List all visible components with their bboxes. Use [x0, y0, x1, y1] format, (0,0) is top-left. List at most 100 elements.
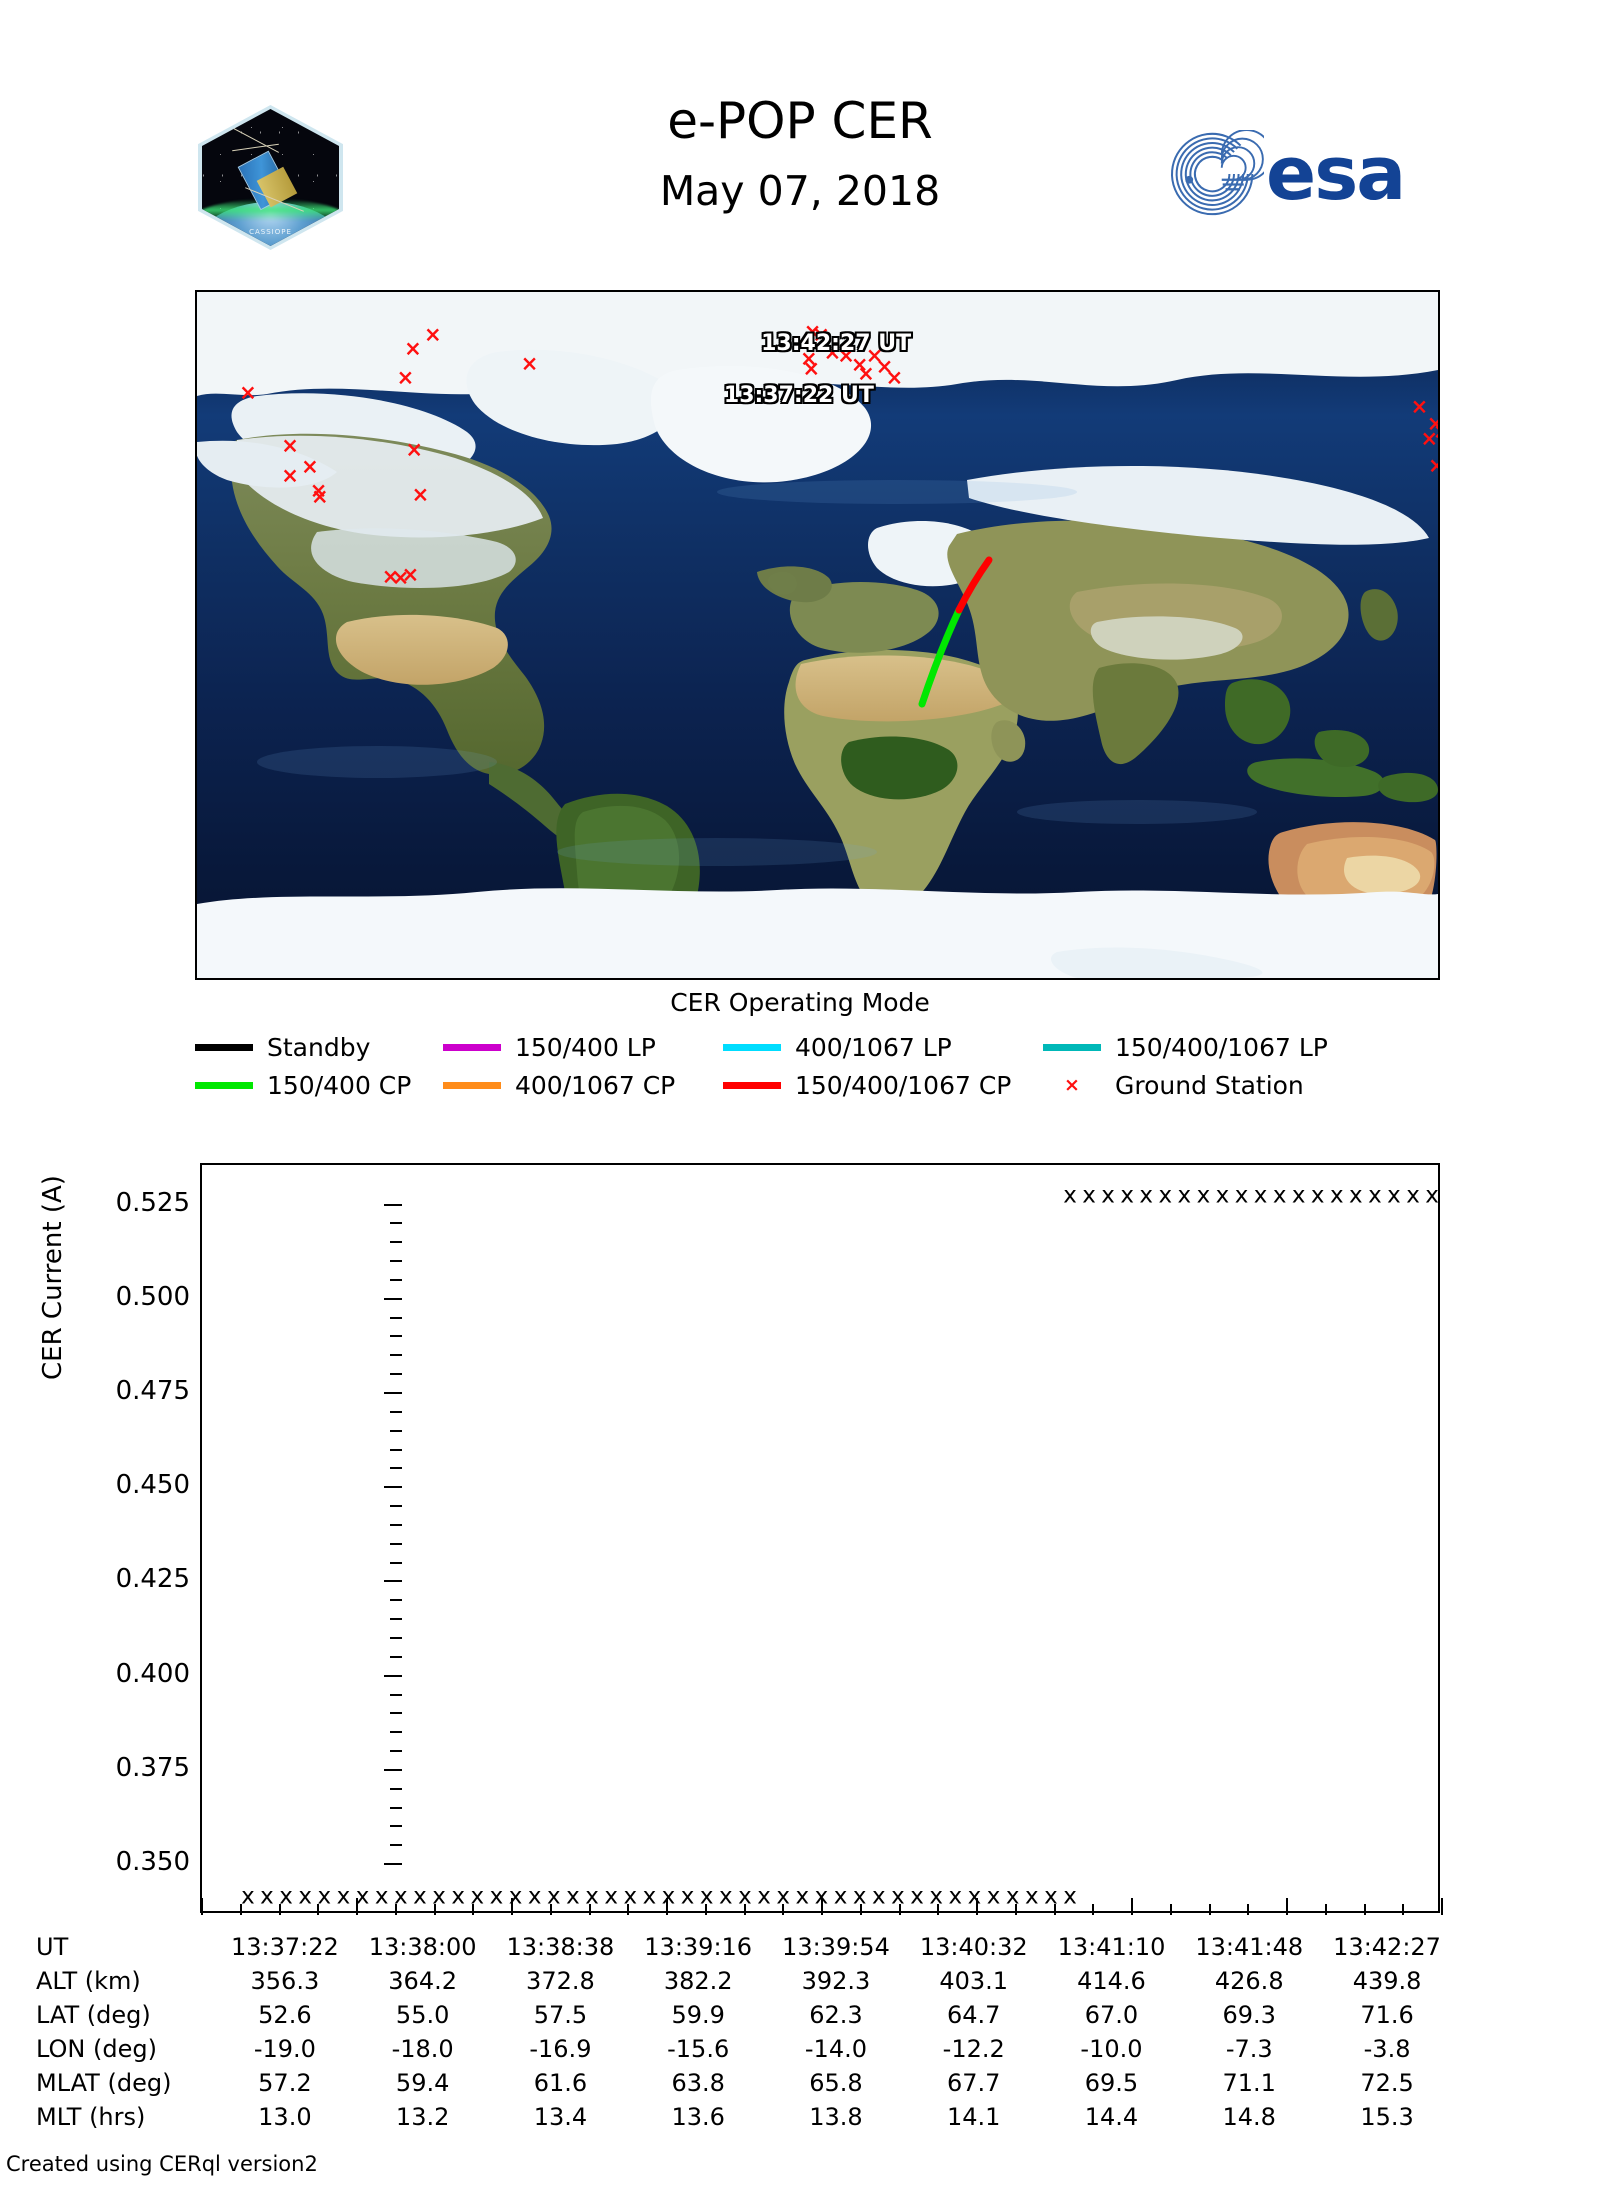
table-row-label: ALT (km) [36, 1967, 141, 1995]
legend-swatch [443, 1081, 501, 1089]
legend-label: 400/1067 LP [795, 1032, 952, 1062]
ground-station-marker: × [423, 322, 442, 347]
data-point-marker: x [776, 1883, 791, 1910]
ground-station-marker: × [396, 365, 415, 390]
y-axis-minor-tick [390, 1354, 402, 1357]
data-point-marker: x [757, 1883, 771, 1910]
legend-item-150-400-lp[interactable]: 150/400 LP [443, 1033, 723, 1062]
data-point-marker: x [699, 1883, 714, 1910]
table-cell: -18.0 [391, 2035, 454, 2063]
world-map-panel[interactable]: ×××××××××××××××××××××××××××××××××× 13:42… [195, 290, 1440, 980]
y-axis-minor-tick [390, 1844, 402, 1847]
table-cell: 52.6 [258, 2001, 312, 2029]
data-point-marker: x [967, 1883, 982, 1910]
x-axis-tick [201, 1898, 203, 1915]
y-axis-minor-tick [390, 1618, 402, 1621]
ground-station-marker: × [885, 365, 904, 390]
ground-station-marker: × [381, 564, 400, 589]
y-axis-minor-tick [390, 1467, 402, 1470]
legend-item-ground-station[interactable]: × Ground Station [1043, 1071, 1304, 1100]
y-axis-tick [384, 1768, 402, 1771]
x-axis-minor-tick [937, 1904, 940, 1915]
table-cell: 13:40:32 [919, 1933, 1028, 1961]
y-axis-minor-tick [390, 1712, 402, 1715]
page-header: CASSIOPE e-POP CER May 07, 2018 [0, 0, 1600, 280]
x-axis-minor-tick [704, 1904, 707, 1915]
data-point-marker: x [1196, 1182, 1211, 1209]
data-point-marker: x [432, 1883, 446, 1910]
legend-item-150-400-1067-lp[interactable]: 150/400/1067 LP [1043, 1033, 1328, 1062]
y-axis-minor-tick [390, 1448, 402, 1451]
y-axis-tick [384, 1203, 402, 1206]
ground-station-marker: × [865, 343, 884, 368]
x-axis-minor-tick [859, 1904, 862, 1915]
x-axis-minor-tick [472, 1904, 475, 1915]
ground-station-marker: × [1410, 394, 1429, 419]
data-point-marker: x [1215, 1182, 1230, 1209]
ephemeris-table: UT 13:37:22 13:38:00 13:38:38 13:39:16 13:39:… [36, 1930, 1456, 2134]
ground-station-marker: × [837, 343, 855, 368]
y-axis-tick-label: 0.425 [115, 1564, 190, 1595]
hex-image: CASSIOPE [202, 109, 339, 246]
x-axis-tick [1286, 1898, 1288, 1915]
data-point-marker: x [852, 1883, 867, 1910]
x-axis-tick [1441, 1898, 1443, 1915]
title-block: e-POP CER May 07, 2018 [400, 95, 1200, 219]
data-point-marker: x [1063, 1182, 1077, 1209]
data-point-marker: x [661, 1883, 676, 1910]
legend-item-150-400-cp[interactable]: 150/400 CP [195, 1071, 443, 1100]
legend-label: Standby [267, 1032, 371, 1062]
legend-item-400-1067-cp[interactable]: 400/1067 CP [443, 1071, 723, 1100]
data-point-marker: x [336, 1883, 351, 1910]
table-cell: 69.3 [1222, 2001, 1276, 2029]
data-point-marker: x [1139, 1182, 1154, 1209]
y-axis-tick-label: 0.525 [115, 1187, 190, 1218]
x-axis-minor-tick [433, 1904, 436, 1915]
data-point-marker: x [489, 1883, 504, 1910]
y-axis-minor-tick [390, 1693, 402, 1696]
legend-item-standby[interactable]: Standby [195, 1033, 443, 1062]
y-axis-minor-tick [390, 1222, 402, 1225]
table-cell: 65.8 [809, 2069, 863, 2097]
y-axis-label: CER Current (A) [38, 1175, 68, 1380]
legend-label: 150/400/1067 CP [795, 1070, 1012, 1100]
legend-item-400-1067-lp[interactable]: 400/1067 LP [723, 1033, 1043, 1062]
x-axis-minor-tick [1402, 1904, 1405, 1915]
ground-station-marker: × [309, 478, 328, 503]
data-point-marker: x [680, 1883, 695, 1910]
legend-label: 150/400 CP [267, 1070, 412, 1100]
data-point-marker: x [298, 1883, 313, 1910]
table-cell: 59.9 [671, 2001, 725, 2029]
table-cell: 426.8 [1214, 1967, 1284, 1995]
table-cell: 13:42:27 [1333, 1933, 1441, 1961]
x-axis-minor-tick [588, 1904, 591, 1915]
table-cell: 13:41:48 [1195, 1933, 1304, 1961]
table-cell: -12.2 [942, 2035, 1005, 2063]
data-point-marker: x [604, 1883, 618, 1910]
ground-station-marker: × [1437, 436, 1438, 458]
x-axis-minor-tick [394, 1904, 397, 1915]
data-point-marker: x [1291, 1182, 1306, 1209]
y-axis-minor-tick [390, 1655, 402, 1658]
x-axis-minor-tick [1363, 1904, 1366, 1915]
data-point-marker: x [1024, 1883, 1039, 1910]
data-point-marker: x [546, 1883, 561, 1910]
table-cell: 13:38:38 [506, 1933, 615, 1961]
table-cell: 13.6 [671, 2103, 725, 2131]
x-axis-minor-tick [549, 1904, 552, 1915]
esa-swirl-icon [1170, 130, 1264, 216]
table-cell: 63.8 [671, 2069, 725, 2097]
ground-station-marker: × [405, 437, 423, 462]
data-point-marker: x [413, 1883, 427, 1910]
orbit-end-time-label: 13:42:27 UT [761, 331, 912, 357]
x-axis-minor-tick [239, 1904, 242, 1915]
y-axis-minor-tick [390, 1750, 402, 1753]
x-axis-minor-tick [1208, 1904, 1211, 1915]
table-cell: 69.5 [1084, 2069, 1139, 2097]
y-axis-minor-tick [390, 1278, 402, 1281]
table-row-label: UT [36, 1933, 69, 1961]
legend-item-150-400-1067-cp[interactable]: 150/400/1067 CP [723, 1071, 1043, 1100]
legend-swatch [443, 1043, 501, 1051]
ground-station-marker: × [800, 346, 818, 371]
